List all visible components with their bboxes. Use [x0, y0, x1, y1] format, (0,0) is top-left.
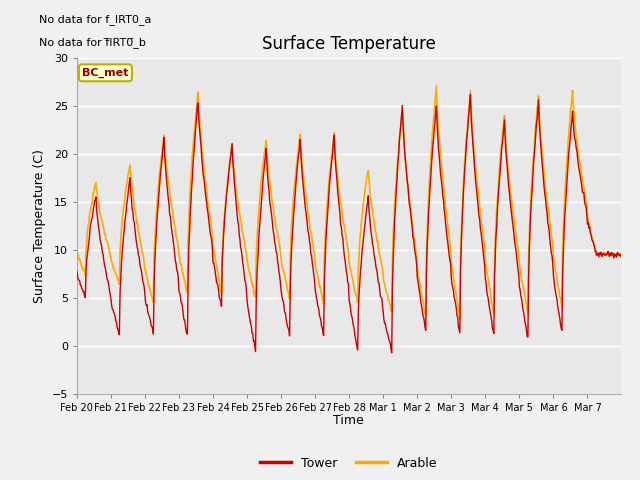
Text: No data for f̅IRT0̅_b: No data for f̅IRT0̅_b [38, 37, 145, 48]
X-axis label: Time: Time [333, 414, 364, 427]
Title: Surface Temperature: Surface Temperature [262, 35, 436, 53]
Text: No data for f_IRT0_a: No data for f_IRT0_a [38, 14, 151, 25]
Y-axis label: Surface Temperature (C): Surface Temperature (C) [33, 149, 46, 302]
Text: BC_met: BC_met [82, 68, 129, 78]
Legend: Tower, Arable: Tower, Arable [255, 452, 443, 475]
